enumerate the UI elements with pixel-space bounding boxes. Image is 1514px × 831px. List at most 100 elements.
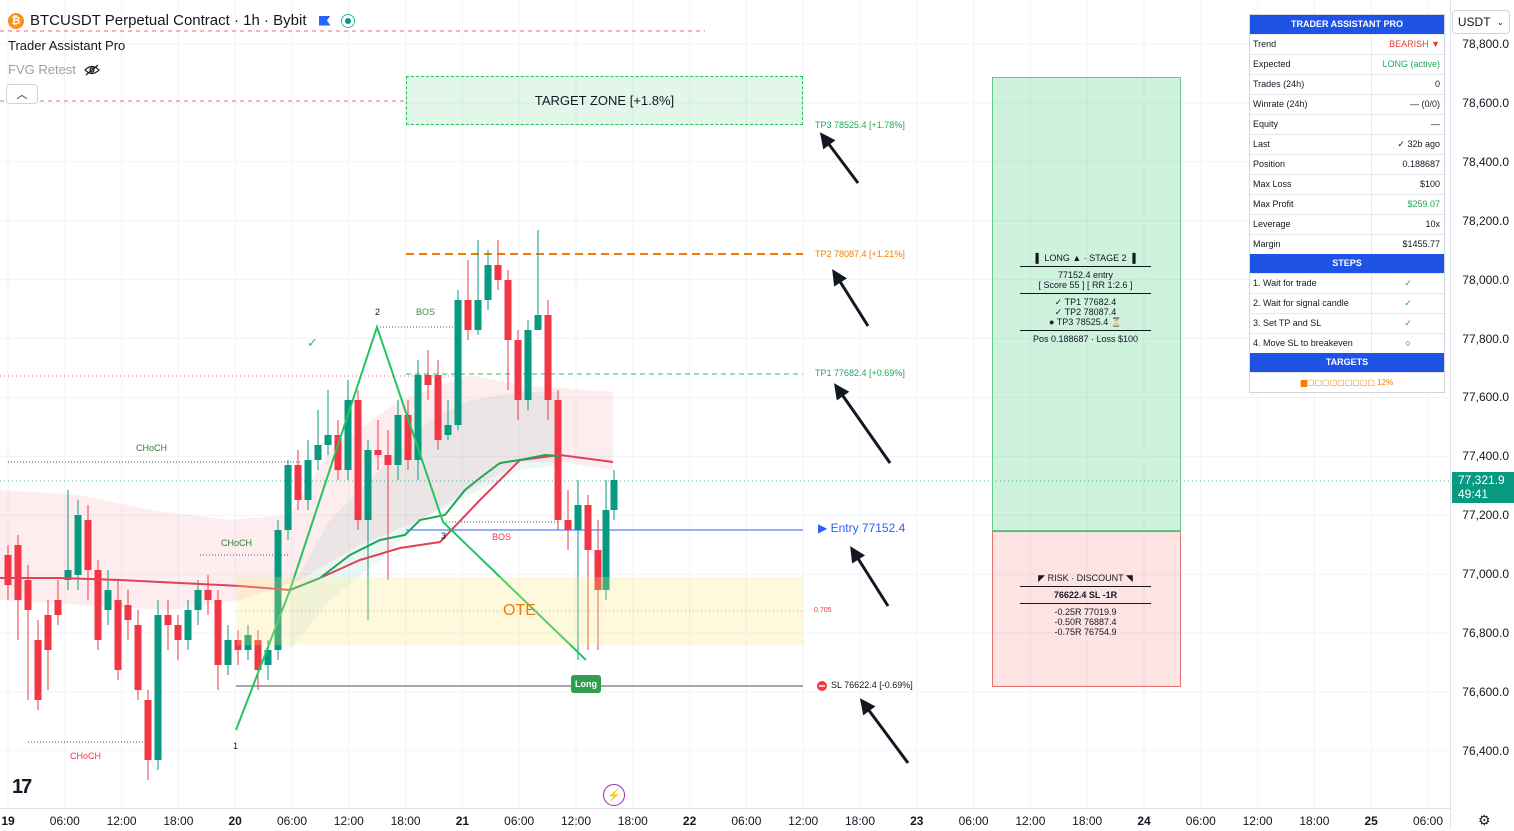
long-panel-tp2: ✓ TP2 78087.4: [1054, 307, 1117, 317]
collapse-legend-button[interactable]: ︿: [6, 84, 38, 104]
hourglass-icon: ⏳: [1110, 317, 1123, 327]
time-tick: 18:00: [1299, 814, 1330, 828]
time-tick: 12:00: [788, 814, 819, 828]
time-tick: 19: [1, 814, 15, 828]
candle-body: [184, 610, 192, 640]
arrow-line: [834, 385, 892, 464]
dashboard-row: Max Loss $100: [1250, 174, 1444, 194]
step-row: 2. Wait for signal candle ✓: [1250, 293, 1444, 313]
dashboard-key: Winrate (24h): [1250, 95, 1372, 114]
risk-panel-r3: -0.75R 76754.9: [1054, 627, 1117, 637]
dashboard-value: $1455.77: [1402, 239, 1440, 249]
candle-body: [544, 315, 552, 400]
risk-info-panel: ◤ RISK · DISCOUNT ◥ 76622.4 SL -1R -0.25…: [1020, 573, 1151, 637]
dashboard-key: Equity: [1250, 115, 1372, 134]
candle-body: [64, 570, 72, 580]
time-tick: 12:00: [1242, 814, 1273, 828]
dashboard-key: Max Loss: [1250, 175, 1372, 194]
candle-body: [374, 450, 382, 455]
fib-level-label: 0.705: [814, 607, 832, 614]
dashboard-key: Position: [1250, 155, 1372, 174]
dashboard-value: $100: [1419, 179, 1440, 189]
symbol-legend[interactable]: ₿ BTCUSDT Perpetual Contract · 1h · Bybi…: [8, 12, 355, 29]
dashboard-key: Expected: [1250, 55, 1372, 74]
eye-hidden-icon[interactable]: [84, 64, 100, 76]
time-tick: 20: [228, 814, 242, 828]
arrow-line: [860, 700, 910, 764]
time-tick: 18:00: [617, 814, 648, 828]
candle-body: [134, 625, 142, 690]
long-signal-tag[interactable]: Long: [571, 675, 601, 693]
time-tick: 18:00: [1072, 814, 1103, 828]
dashboard-key: Trades (24h): [1250, 75, 1372, 94]
candle-body: [610, 480, 618, 510]
candle-body: [534, 315, 542, 330]
time-tick: 06:00: [276, 814, 308, 828]
time-tick: 12:00: [1015, 814, 1046, 828]
candle-body: [504, 280, 512, 340]
risk-position-box[interactable]: [992, 531, 1181, 687]
dashboard-value: 0: [1434, 79, 1440, 89]
arrow-head-icon: [850, 546, 866, 564]
steps-rows: 1. Wait for trade ✓ 2. Wait for signal can…: [1250, 273, 1444, 353]
risk-panel-sl: 76622.4 SL -1R: [1053, 590, 1118, 600]
step-status: ✓: [1404, 318, 1412, 328]
time-axis[interactable]: 19 06:00 12:00 18:00 20 06:00 12:00 18:00 21 06:0…: [0, 808, 1450, 831]
time-tick: 12:00: [333, 814, 364, 828]
risk-panel-r2: -0.50R 76887.4: [1054, 617, 1117, 627]
fvg-legend[interactable]: FVG Retest: [8, 62, 100, 77]
time-tick: 18:00: [163, 814, 194, 828]
sl-label: SL 76622.4 [-0.69%]: [831, 680, 913, 690]
flag-icon[interactable]: [318, 15, 331, 26]
dashboard-key: Margin: [1250, 235, 1372, 254]
candle-body: [394, 415, 402, 465]
tp3-label: TP3 78525.4 [+1.78%]: [815, 120, 905, 130]
candle-body: [124, 605, 132, 620]
candle-body: [14, 545, 22, 600]
dashboard-value: — (0/0): [1409, 99, 1440, 109]
bitcoin-icon: ₿: [8, 12, 24, 29]
dashboard-value: 0.188687: [1402, 159, 1440, 169]
indicator-legend[interactable]: Trader Assistant Pro: [8, 38, 126, 53]
time-tick: 06:00: [1185, 814, 1216, 828]
long-panel-tp1: ✓ TP1 77682.4: [1054, 297, 1117, 307]
ema-red: [0, 453, 614, 592]
candle-body: [104, 590, 112, 610]
long-panel-score: [ Score 55 ] [ RR 1:2.6 ]: [1038, 280, 1133, 290]
dashboard-row: Equity —: [1250, 114, 1444, 134]
candle-body: [454, 300, 462, 425]
arrow-head-icon: [834, 383, 850, 401]
pivot-label-1: 1: [233, 741, 239, 751]
symbol-title[interactable]: BTCUSDT Perpetual Contract · 1h · Bybit: [30, 12, 307, 29]
candle-body: [424, 375, 432, 385]
currency-selector[interactable]: USDT ⌄: [1452, 10, 1510, 34]
candle-body: [94, 570, 102, 640]
choch-label-1: CHoCH: [136, 443, 168, 453]
price-tick: 78,200.0: [1462, 213, 1509, 228]
tradingview-logo[interactable]: 17: [12, 776, 32, 798]
risk-panel-title: ◤ RISK · DISCOUNT ◥: [1038, 573, 1133, 583]
time-tick: 22: [682, 814, 697, 828]
candle-body: [404, 415, 412, 460]
candle-body: [174, 625, 182, 640]
price-tick: 77,200.0: [1462, 508, 1509, 523]
settings-gear-icon[interactable]: ⚙: [1478, 812, 1491, 828]
chart-grid: [0, 0, 1450, 808]
bullish-cloud: [290, 392, 560, 650]
price-tick: 78,000.0: [1462, 272, 1509, 287]
last-price-value: 77,321.9: [1458, 473, 1505, 487]
annotation-arrows: [819, 132, 910, 764]
step-status: ✓: [1404, 278, 1412, 288]
flash-icon[interactable]: ⚡: [603, 784, 625, 806]
time-tick: 06:00: [504, 814, 535, 828]
candle-body: [74, 515, 82, 575]
price-tick: 78,600.0: [1462, 95, 1509, 110]
price-axis[interactable]: 78,800.0 78,600.0 78,400.0 78,200.0 78,000.0…: [1450, 0, 1514, 830]
time-tick: 06:00: [49, 814, 80, 828]
candle-body: [234, 640, 242, 650]
price-chart[interactable]: [0, 0, 1450, 808]
step-row: 4. Move SL to breakeven ○: [1250, 333, 1444, 353]
long-position-box[interactable]: [992, 77, 1181, 531]
tp2-label: TP2 78087.4 [+1.21%]: [815, 249, 905, 259]
dashboard-key: Max Profit: [1250, 195, 1372, 214]
